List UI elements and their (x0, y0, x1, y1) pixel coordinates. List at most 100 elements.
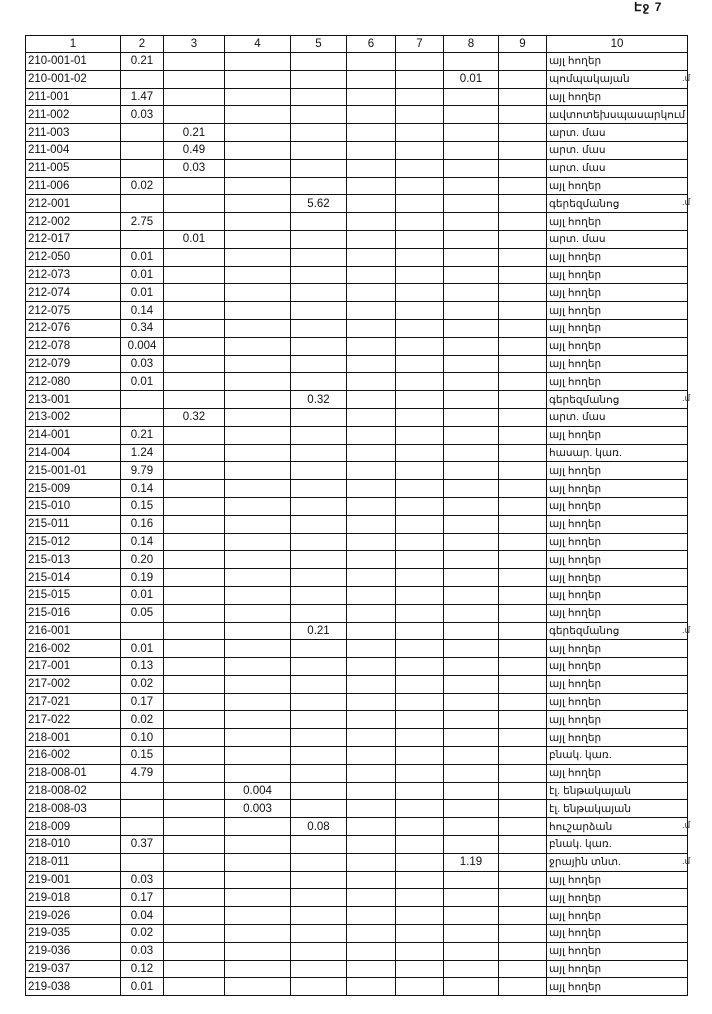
value-cell-col3 (163, 817, 225, 837)
column-header-10: 10 (545, 35, 689, 53)
parcel-id-cell: 217-002 (25, 674, 121, 694)
value-cell-col8 (443, 301, 499, 320)
land-use-cell: այլ հողեր (545, 870, 689, 890)
land-use-cell: հուշարձան (545, 817, 689, 837)
land-use-cell: էլ. ենթակայան (545, 781, 689, 801)
table-row: 215-014 0.19 այլ հողեր (25, 568, 689, 587)
value-cell-col3 (163, 763, 225, 783)
land-use-cell: արտ. մաս (545, 229, 689, 249)
value-cell-col7 (395, 514, 444, 534)
value-cell-col2: 2.75 (120, 212, 164, 231)
value-cell-col6 (346, 407, 396, 427)
value-cell-col2: 0.21 (120, 52, 164, 71)
value-cell-col5 (290, 301, 347, 320)
table-row: 211-006 0.02 այլ հողեր (25, 176, 689, 196)
land-use-cell: այլ հողեր (545, 657, 689, 676)
value-cell-col2: 0.34 (120, 318, 164, 338)
table-row: 215-013 0.20 այլ հողեր (25, 550, 689, 570)
land-use-cell: արտ. մաս (545, 158, 689, 178)
value-cell-col2: 0.02 (120, 710, 164, 730)
value-cell-col7 (395, 123, 444, 142)
value-cell-col5 (290, 763, 347, 783)
value-cell-col6 (346, 69, 396, 89)
value-cell-col3 (163, 888, 225, 908)
value-cell-col9 (498, 247, 547, 267)
value-cell-col8 (443, 674, 499, 694)
land-table: 1 2 3 4 5 6 7 8 9 10 210-001-01 0.21 այլ հողեր 210-0… (25, 35, 689, 997)
value-cell-col9 (498, 390, 547, 409)
value-cell-col7 (395, 603, 444, 623)
column-header-6: 6 (346, 35, 396, 53)
value-cell-col3 (163, 247, 225, 267)
table-row: 219-018 0.17 այլ հողեր (25, 888, 689, 908)
value-cell-col8 (443, 514, 499, 534)
value-cell-col8 (443, 781, 499, 801)
value-cell-col9 (498, 372, 547, 392)
value-cell-col3 (163, 390, 225, 409)
value-cell-col3 (163, 906, 225, 926)
land-use-cell: այլ հողեր (545, 372, 689, 392)
land-use-cell: այլ հողեր (545, 354, 689, 374)
value-cell-col3: 0.32 (163, 407, 225, 427)
value-cell-col7 (395, 710, 444, 730)
value-cell-col6 (346, 158, 396, 178)
value-cell-col5 (290, 265, 347, 285)
value-cell-col5 (290, 674, 347, 694)
value-cell-col8 (443, 105, 499, 125)
value-cell-col9 (498, 283, 547, 303)
parcel-id-cell: 212-076 (25, 318, 121, 338)
table-row: 219-038 0.01 այլ հողեր (25, 977, 689, 997)
value-cell-col4 (224, 123, 291, 142)
value-cell-col7 (395, 585, 444, 605)
value-cell-col7 (395, 318, 444, 338)
value-cell-col4 (224, 140, 291, 160)
value-cell-col7 (395, 283, 444, 303)
margin-mark: .մ (682, 72, 691, 83)
value-cell-col9 (498, 888, 547, 908)
parcel-id-cell: 219-035 (25, 924, 121, 943)
land-use-cell: այլ հողեր (545, 425, 689, 445)
value-cell-col4 (224, 603, 291, 623)
value-cell-col7 (395, 105, 444, 125)
value-cell-col7 (395, 194, 444, 214)
land-use-cell: այլ հողեր (545, 941, 689, 961)
value-cell-col7 (395, 425, 444, 445)
value-cell-col3 (163, 657, 225, 676)
table-row: 212-050 0.01 այլ հողեր (25, 247, 689, 267)
land-use-cell: այլ հողեր (545, 532, 689, 552)
value-cell-col6 (346, 532, 396, 552)
value-cell-col3 (163, 354, 225, 374)
value-cell-col5 (290, 212, 347, 231)
table-row: 214-004 1.24 հասար. կառ. (25, 443, 689, 463)
value-cell-col8 (443, 496, 499, 516)
value-cell-col9 (498, 176, 547, 196)
value-cell-col9 (498, 425, 547, 445)
parcel-id-cell: 210-001-01 (25, 52, 121, 71)
land-use-cell: այլ հողեր (545, 906, 689, 926)
value-cell-col3: 0.49 (163, 140, 225, 160)
table-row: 216-001 0.21 գերեզմանոց (25, 621, 689, 641)
value-cell-col5 (290, 870, 347, 890)
value-cell-col6 (346, 514, 396, 534)
value-cell-col6 (346, 710, 396, 730)
value-cell-col4 (224, 87, 291, 107)
value-cell-col4 (224, 425, 291, 445)
value-cell-col5 (290, 479, 347, 498)
value-cell-col7 (395, 443, 444, 463)
value-cell-col3 (163, 746, 225, 765)
value-cell-col3 (163, 318, 225, 338)
value-cell-col8 (443, 621, 499, 641)
value-cell-col4 (224, 550, 291, 570)
parcel-id-cell: 218-001 (25, 728, 121, 748)
value-cell-col4 (224, 639, 291, 659)
value-cell-col4 (224, 532, 291, 552)
value-cell-col6 (346, 763, 396, 783)
land-use-cell: պոմպակայան (545, 69, 689, 89)
value-cell-col8 (443, 87, 499, 107)
value-cell-col5 (290, 550, 347, 570)
parcel-id-cell: 219-001 (25, 870, 121, 890)
value-cell-col3 (163, 959, 225, 979)
value-cell-col5 (290, 532, 347, 552)
value-cell-col4 (224, 461, 291, 481)
table-row: 215-012 0.14 այլ հողեր (25, 532, 689, 552)
